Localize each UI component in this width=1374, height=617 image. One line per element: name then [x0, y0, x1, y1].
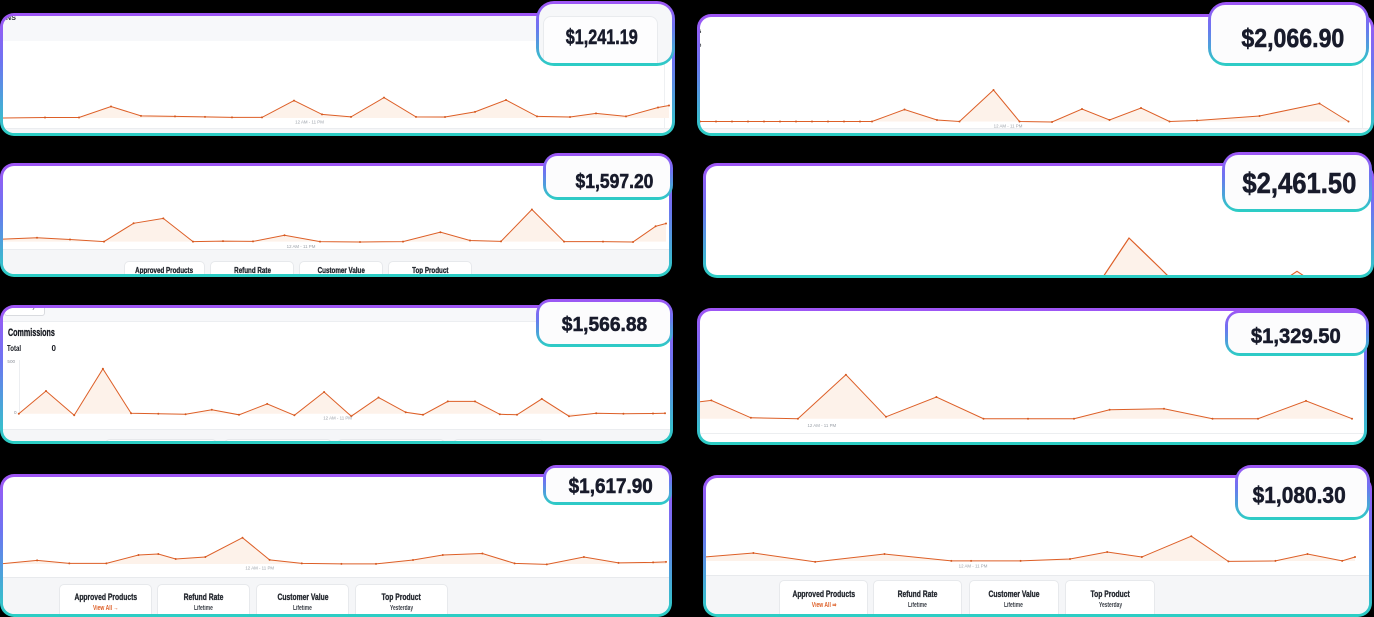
svg-text:12 AM - 11 PM: 12 AM - 11 PM — [245, 565, 274, 570]
svg-text:12 AM - 11 PM: 12 AM - 11 PM — [295, 120, 324, 125]
svg-text:12 AM - 11 PM: 12 AM - 11 PM — [959, 563, 988, 568]
svg-text:12 AM - 11 PM: 12 AM - 11 PM — [287, 244, 316, 249]
svg-text:12 AM - 11 PM: 12 AM - 11 PM — [807, 423, 836, 428]
svg-text:12 AM - 11 PM: 12 AM - 11 PM — [323, 415, 352, 420]
svg-text:12 AM - 11 PM: 12 AM - 11 PM — [994, 124, 1023, 129]
